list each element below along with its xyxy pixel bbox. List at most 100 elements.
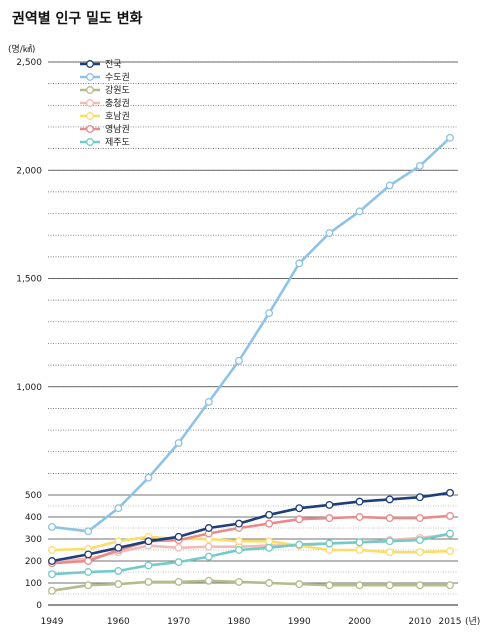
data-point: [446, 547, 454, 556]
data-point: [84, 527, 93, 536]
data-point: [415, 514, 424, 523]
y-tick-label: 2,500: [16, 58, 42, 68]
x-tick-label: 2015: [439, 617, 462, 627]
data-point: [144, 561, 153, 570]
series-line-호남권: [51, 535, 451, 554]
x-tick-label: 1970: [167, 617, 190, 627]
data-point: [415, 161, 424, 170]
data-point: [144, 577, 153, 586]
data-point: [48, 522, 56, 531]
chart-title: 권역별 인구 밀도 변화: [12, 11, 143, 27]
legend-label: 강원도: [105, 85, 130, 96]
data-point: [385, 537, 394, 546]
legend-marker: [86, 73, 94, 81]
x-tick-label: 1960: [107, 617, 130, 627]
data-point: [204, 542, 213, 551]
data-point: [265, 543, 274, 552]
data-point: [355, 497, 364, 506]
data-point: [174, 577, 183, 586]
y-tick-label: 100: [25, 579, 42, 589]
data-point: [385, 495, 394, 504]
data-point: [355, 546, 364, 554]
legend-label: 영남권: [105, 123, 130, 135]
data-point: [84, 568, 93, 576]
data-point: [265, 510, 274, 519]
data-point: [446, 133, 454, 142]
data-point: [48, 586, 56, 595]
data-point: [385, 548, 394, 557]
data-point: [114, 537, 123, 546]
series-line-강원도: [51, 579, 450, 592]
data-point: [144, 537, 153, 546]
x-tick-label: 2000: [348, 617, 371, 627]
data-point: [325, 539, 334, 548]
data-point: [355, 207, 364, 216]
y-axis-unit: (명/㎢): [8, 44, 35, 55]
data-point: [48, 557, 56, 565]
y-tick-label: 2,000: [16, 166, 42, 176]
legend-marker: [86, 60, 94, 68]
series-line-제주도: [51, 532, 451, 576]
data-point: [84, 550, 93, 559]
data-point: [325, 581, 334, 590]
y-tick-label: 0: [36, 601, 42, 611]
y-tick-label: 400: [25, 513, 42, 523]
x-tick-label: 1980: [227, 617, 250, 627]
data-point: [84, 557, 93, 565]
data-point: [174, 558, 183, 567]
data-point: [385, 514, 394, 523]
data-point: [174, 439, 183, 447]
data-point: [114, 543, 123, 552]
legend-label: 전국: [105, 59, 122, 70]
y-tick-label: 1,000: [16, 383, 42, 393]
y-tick-label: 1,500: [16, 275, 42, 285]
data-point: [265, 519, 274, 528]
data-point: [325, 546, 334, 554]
data-point: [204, 524, 213, 532]
data-point: [295, 504, 304, 513]
data-point: [144, 473, 153, 482]
y-tick-label: 200: [25, 557, 42, 567]
y-tick-label: 500: [25, 491, 42, 501]
data-point: [174, 543, 183, 552]
x-tick-label: 1949: [41, 617, 64, 627]
series-line-전국: [51, 491, 451, 563]
data-point: [48, 570, 56, 579]
data-point: [385, 581, 394, 590]
data-point: [415, 548, 424, 557]
legend-label: 수도권: [105, 71, 130, 83]
data-point: [415, 536, 424, 545]
data-point: [84, 581, 93, 590]
data-point: [234, 356, 243, 365]
x-axis-unit: (년): [465, 616, 480, 627]
x-tick-label: 1990: [288, 617, 311, 627]
data-point: [446, 511, 454, 520]
axis-layer: 0 100 200 300 400 500 1,000 1,500 2,000 2,500 1949…: [16, 58, 480, 627]
data-point: [385, 181, 394, 190]
data-point: [265, 537, 274, 546]
x-tick-label: 2010: [408, 617, 431, 627]
legend-label: 호남권: [105, 110, 130, 122]
data-point: [204, 576, 213, 585]
data-point: [446, 581, 454, 590]
series-layer: [48, 133, 454, 595]
data-point: [174, 532, 183, 541]
data-point: [234, 519, 243, 528]
data-point: [265, 579, 274, 587]
data-point: [295, 515, 304, 524]
series-line-영남권: [51, 514, 451, 565]
data-point: [446, 488, 454, 497]
legend-marker: [86, 112, 94, 120]
data-point: [265, 309, 274, 318]
data-point: [114, 504, 123, 513]
data-point: [204, 552, 213, 561]
data-point: [48, 546, 56, 554]
data-point: [325, 514, 334, 523]
data-point: [295, 540, 304, 549]
data-point: [325, 229, 334, 237]
data-point: [446, 529, 454, 538]
data-point: [295, 259, 304, 268]
data-point: [355, 513, 364, 521]
